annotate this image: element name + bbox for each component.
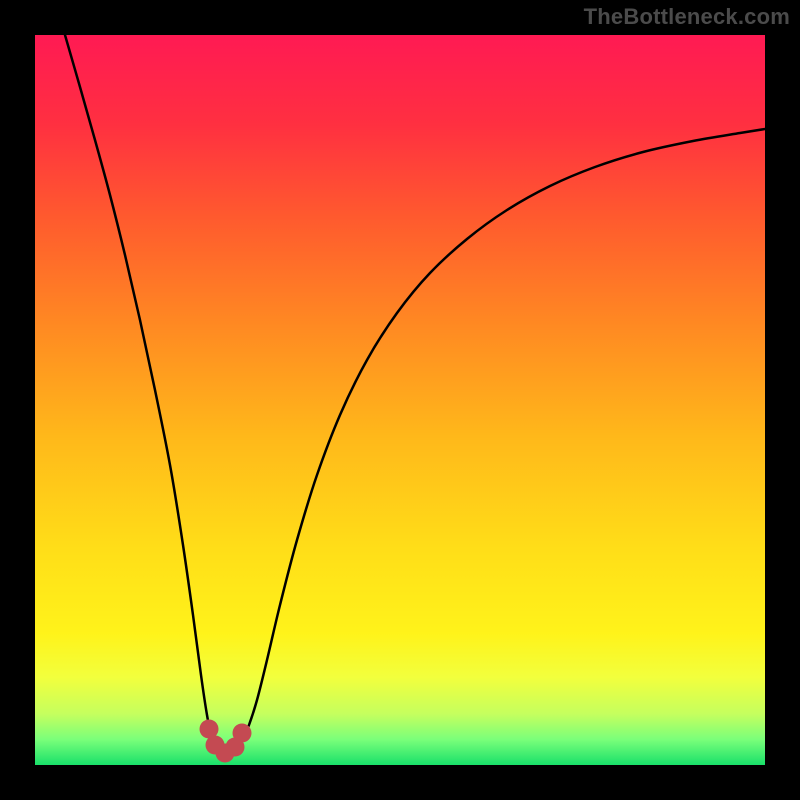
plot-area bbox=[35, 35, 765, 765]
curve-marker bbox=[233, 724, 252, 743]
chart-frame: TheBottleneck.com bbox=[0, 0, 800, 800]
bottleneck-curve-svg bbox=[35, 35, 765, 765]
bottleneck-curve bbox=[65, 35, 765, 753]
watermark-label: TheBottleneck.com bbox=[584, 4, 790, 30]
